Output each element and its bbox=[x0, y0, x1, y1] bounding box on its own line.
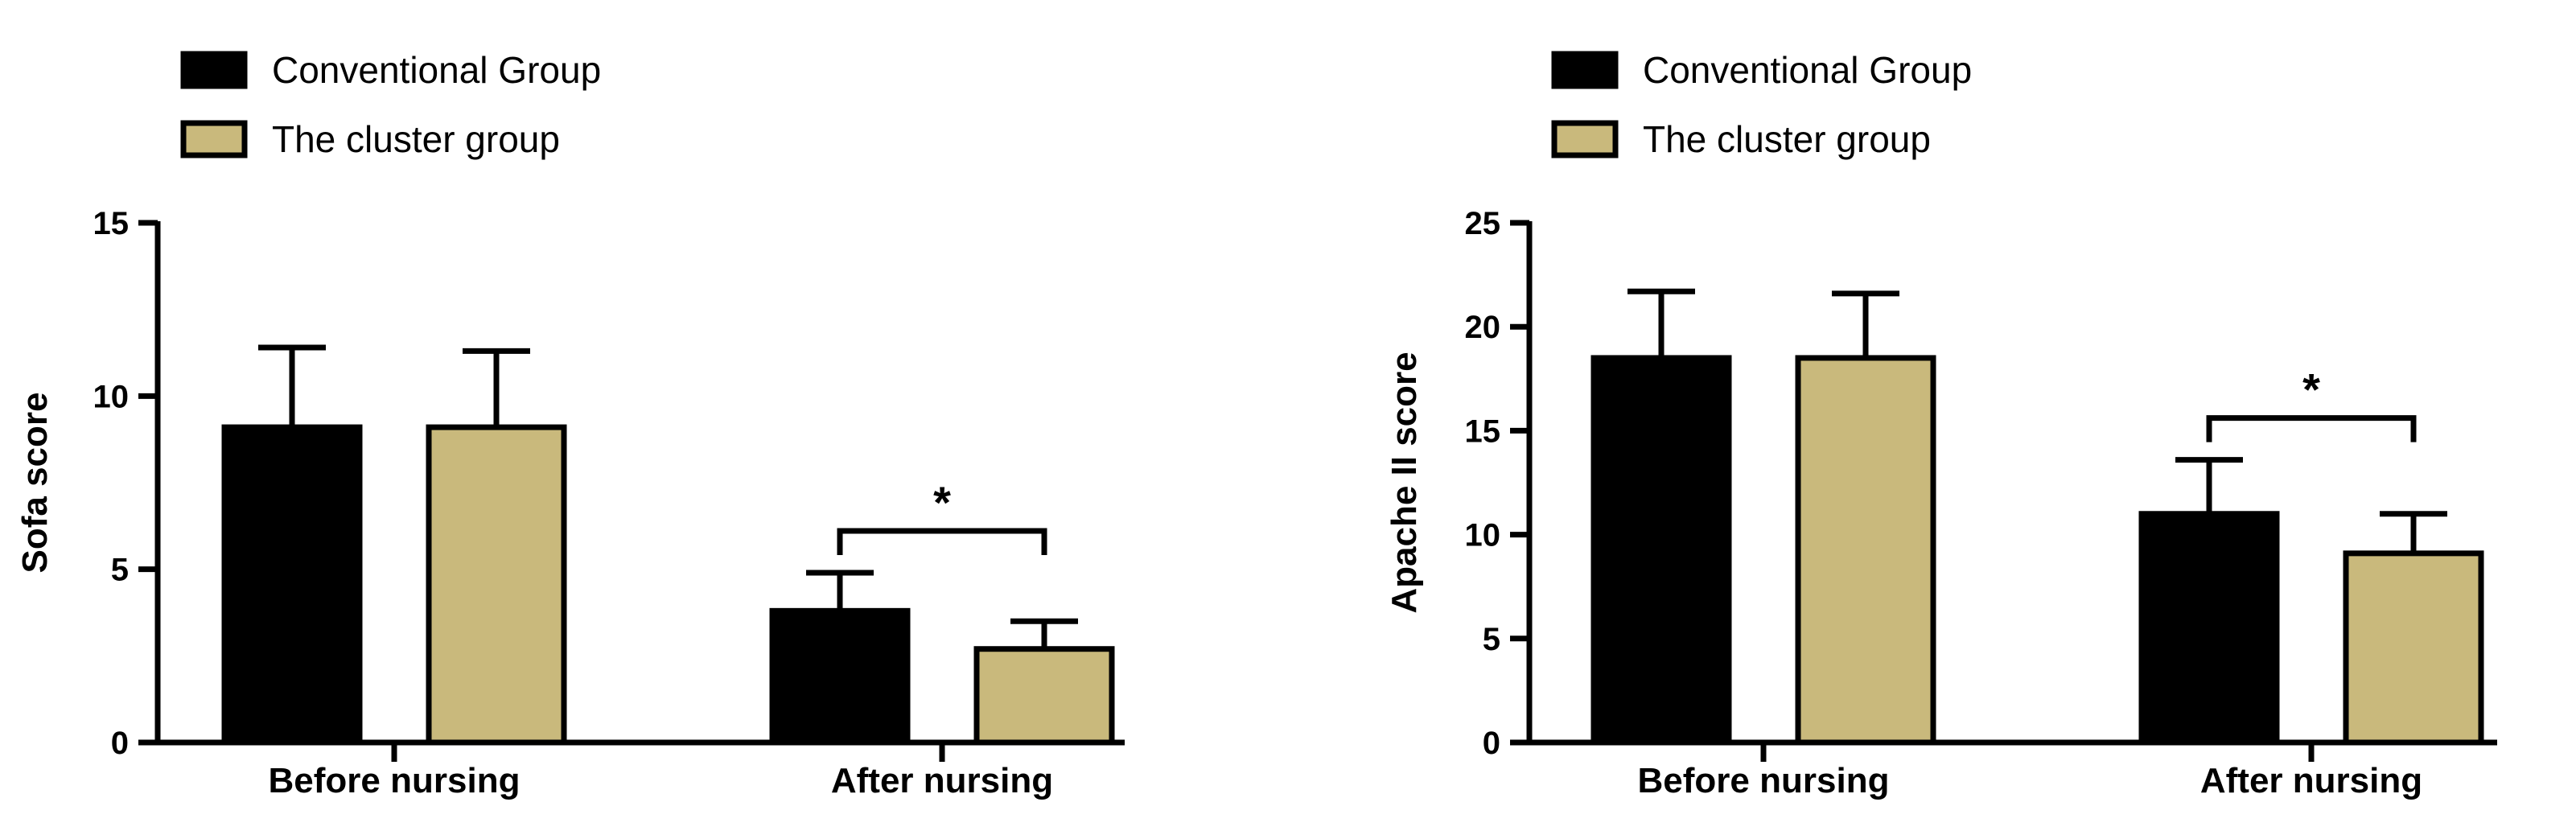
y-tick-label: 10 bbox=[93, 379, 130, 414]
sofa-score-chart: Conventional Group The cluster group 0 5 10 1… bbox=[15, 49, 1125, 800]
significance-bracket bbox=[2206, 415, 2417, 442]
legend-label-cluster: The cluster group bbox=[272, 118, 560, 160]
legend-label-conventional: Conventional Group bbox=[272, 49, 601, 91]
y-tick-label: 15 bbox=[1465, 413, 1501, 449]
bar-cluster bbox=[2343, 550, 2484, 746]
bar-conventional bbox=[769, 607, 911, 746]
x-tick-label: After nursing bbox=[2200, 761, 2422, 800]
legend-swatch-cluster bbox=[1551, 120, 1619, 158]
x-tick-label: Before nursing bbox=[1638, 761, 1890, 800]
y-tick-label: 0 bbox=[1483, 726, 1500, 761]
bar-conventional bbox=[1590, 355, 1732, 746]
bar-cluster bbox=[973, 646, 1115, 746]
legend-label-conventional: Conventional Group bbox=[1643, 49, 1972, 91]
bar-cluster bbox=[426, 424, 567, 746]
x-tick-label: Before nursing bbox=[269, 761, 521, 800]
legend-swatch-cluster bbox=[180, 120, 248, 158]
x-tick-label: After nursing bbox=[831, 761, 1053, 800]
bar-cluster bbox=[1795, 355, 1936, 746]
y-tick-label: 5 bbox=[111, 553, 129, 588]
significance-bracket bbox=[837, 528, 1047, 555]
y-axis-title: Sofa score bbox=[15, 393, 55, 574]
significance-marker: * bbox=[2302, 364, 2320, 415]
legend-swatch-conventional bbox=[180, 51, 248, 89]
significance-marker: * bbox=[933, 477, 951, 528]
y-tick-label: 0 bbox=[111, 726, 129, 761]
y-tick-label: 10 bbox=[1465, 518, 1501, 553]
y-tick-label: 15 bbox=[93, 206, 130, 241]
bar-conventional bbox=[2138, 511, 2280, 746]
legend-label-cluster: The cluster group bbox=[1643, 118, 1931, 160]
legend-swatch-conventional bbox=[1551, 51, 1619, 89]
bar-conventional bbox=[221, 424, 363, 746]
y-tick-label: 5 bbox=[1483, 622, 1500, 657]
y-tick-label: 25 bbox=[1465, 206, 1501, 241]
y-tick-label: 20 bbox=[1465, 310, 1501, 345]
y-axis-title: Apache II score bbox=[1385, 352, 1424, 613]
apache-ii-score-chart: Conventional Group The cluster group 0 5 10 1… bbox=[1385, 49, 2497, 800]
